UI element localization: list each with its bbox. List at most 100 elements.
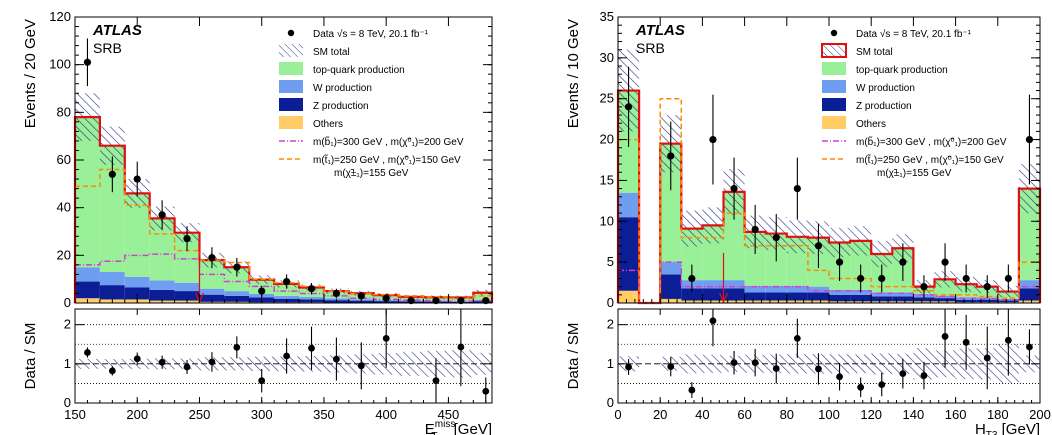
legend-sig2-label: m(t̃₁)=250 GeV , m(χ̃⁰₁)=150 GeV	[856, 154, 1004, 166]
z-bar	[997, 300, 1019, 303]
data-point	[983, 283, 991, 291]
others-bar	[786, 300, 808, 303]
ratio-point	[308, 344, 315, 352]
ratio-point	[878, 381, 886, 388]
ratio-point	[941, 333, 949, 340]
signal-sbottom-line	[75, 253, 492, 302]
w-bar	[829, 289, 851, 295]
legend-w-label: W production	[313, 83, 372, 94]
ratio-y-tick-label: 1	[64, 356, 71, 371]
x-tick-label: 150	[64, 407, 86, 422]
cut-arrow-head	[718, 292, 729, 304]
legend-z-label: Z production	[313, 101, 369, 112]
x-tick-label: 40	[695, 407, 709, 422]
ratio-point	[333, 355, 340, 363]
data-point	[688, 274, 696, 283]
ratio-point	[709, 317, 717, 325]
ratio-uncertainty-band	[249, 356, 275, 372]
ratio-point	[482, 387, 490, 395]
x-axis-title-unit: [GeV]	[449, 421, 492, 435]
x-axis-title-sub: T	[431, 431, 437, 435]
ratio-point	[836, 373, 843, 381]
legend-z-label: Z production	[856, 101, 912, 112]
x-axis-title-main: H	[975, 421, 986, 435]
ratio-point	[233, 343, 241, 351]
w-bar	[174, 282, 200, 292]
ratio-y-axis-title: Data / SM	[22, 323, 39, 390]
z-bar	[99, 285, 125, 300]
top-bar	[274, 283, 300, 296]
w-bar	[149, 280, 175, 290]
ratio-point	[158, 358, 166, 366]
w-bar	[744, 285, 766, 293]
z-bar	[744, 292, 766, 301]
y-tick-label: 5	[607, 254, 614, 269]
w-bar	[99, 272, 125, 286]
ratio-point	[457, 343, 465, 351]
x-tick-label: 450	[438, 407, 460, 422]
ratio-y-tick-label: 0	[64, 395, 71, 410]
z-bar	[871, 296, 893, 302]
z-bar	[892, 296, 914, 302]
x-axis-title: EmissT [GeV]	[425, 419, 492, 435]
legend-others-label: Others	[856, 119, 886, 130]
data-point	[208, 254, 216, 262]
legend-data-label: Data √s = 8 TeV, 20.1 fb⁻¹	[313, 28, 429, 40]
top-bar	[75, 117, 100, 268]
data-point	[133, 175, 141, 183]
z-bar	[976, 299, 998, 303]
ratio-y-tick-label: 1	[607, 356, 614, 371]
x-tick-label: 300	[251, 407, 273, 422]
atlas-label: ATLAS	[635, 22, 685, 39]
ratio-point	[688, 386, 696, 394]
w-bar	[660, 262, 682, 275]
ratio-point	[667, 363, 675, 370]
x-axis-title-sub: T3	[986, 430, 998, 435]
x-tick-label: 200	[126, 407, 148, 422]
data-point	[941, 258, 949, 266]
w-bar	[807, 286, 829, 293]
x-tick-label: 180	[987, 407, 1009, 422]
z-bar	[660, 274, 682, 299]
y-tick-label: 20	[600, 132, 614, 147]
data-point	[709, 135, 717, 144]
others-bar	[829, 301, 851, 303]
ratio-point	[357, 362, 365, 370]
z-bar	[786, 292, 808, 301]
legend-z-swatch	[822, 98, 846, 111]
x-tick-label: 100	[818, 407, 840, 422]
legend-sm-total-label: SM total	[313, 47, 350, 58]
ratio-point	[625, 363, 632, 371]
region-label: SRB	[93, 40, 122, 56]
ratio-point	[208, 358, 216, 366]
z-bar	[934, 298, 956, 302]
others-bar	[618, 290, 640, 303]
ratio-point	[133, 355, 141, 363]
w-bar	[75, 267, 100, 282]
others-bar	[871, 301, 893, 303]
others-bar	[660, 298, 682, 303]
data-point	[1004, 274, 1012, 283]
ratio-point	[793, 334, 801, 342]
w-bar	[765, 285, 787, 293]
ratio-point	[432, 377, 440, 385]
z-bar	[913, 297, 935, 302]
ratio-point	[751, 359, 759, 367]
left-plot-panel: 0 20 40 60 80 100 120 150 200 250 300 350 400 450 0 1 2 E…	[22, 9, 494, 435]
ratio-y-tick-label: 0	[607, 395, 614, 410]
legend-data-marker	[830, 29, 838, 37]
data-point	[108, 170, 116, 178]
legend-others-swatch	[279, 116, 303, 129]
z-bar	[765, 292, 787, 301]
ratio-point	[84, 349, 91, 356]
x-tick-label: 20	[653, 407, 667, 422]
w-bar	[892, 292, 914, 297]
signal-stop-line	[75, 168, 492, 299]
x-axis-title-main: E	[425, 421, 435, 435]
legend-sm-total-swatch	[821, 43, 847, 58]
w-bar	[955, 297, 977, 300]
ratio-point	[983, 354, 991, 362]
w-bar	[224, 291, 250, 296]
legend-top-swatch	[822, 62, 846, 75]
data-point	[772, 234, 780, 242]
